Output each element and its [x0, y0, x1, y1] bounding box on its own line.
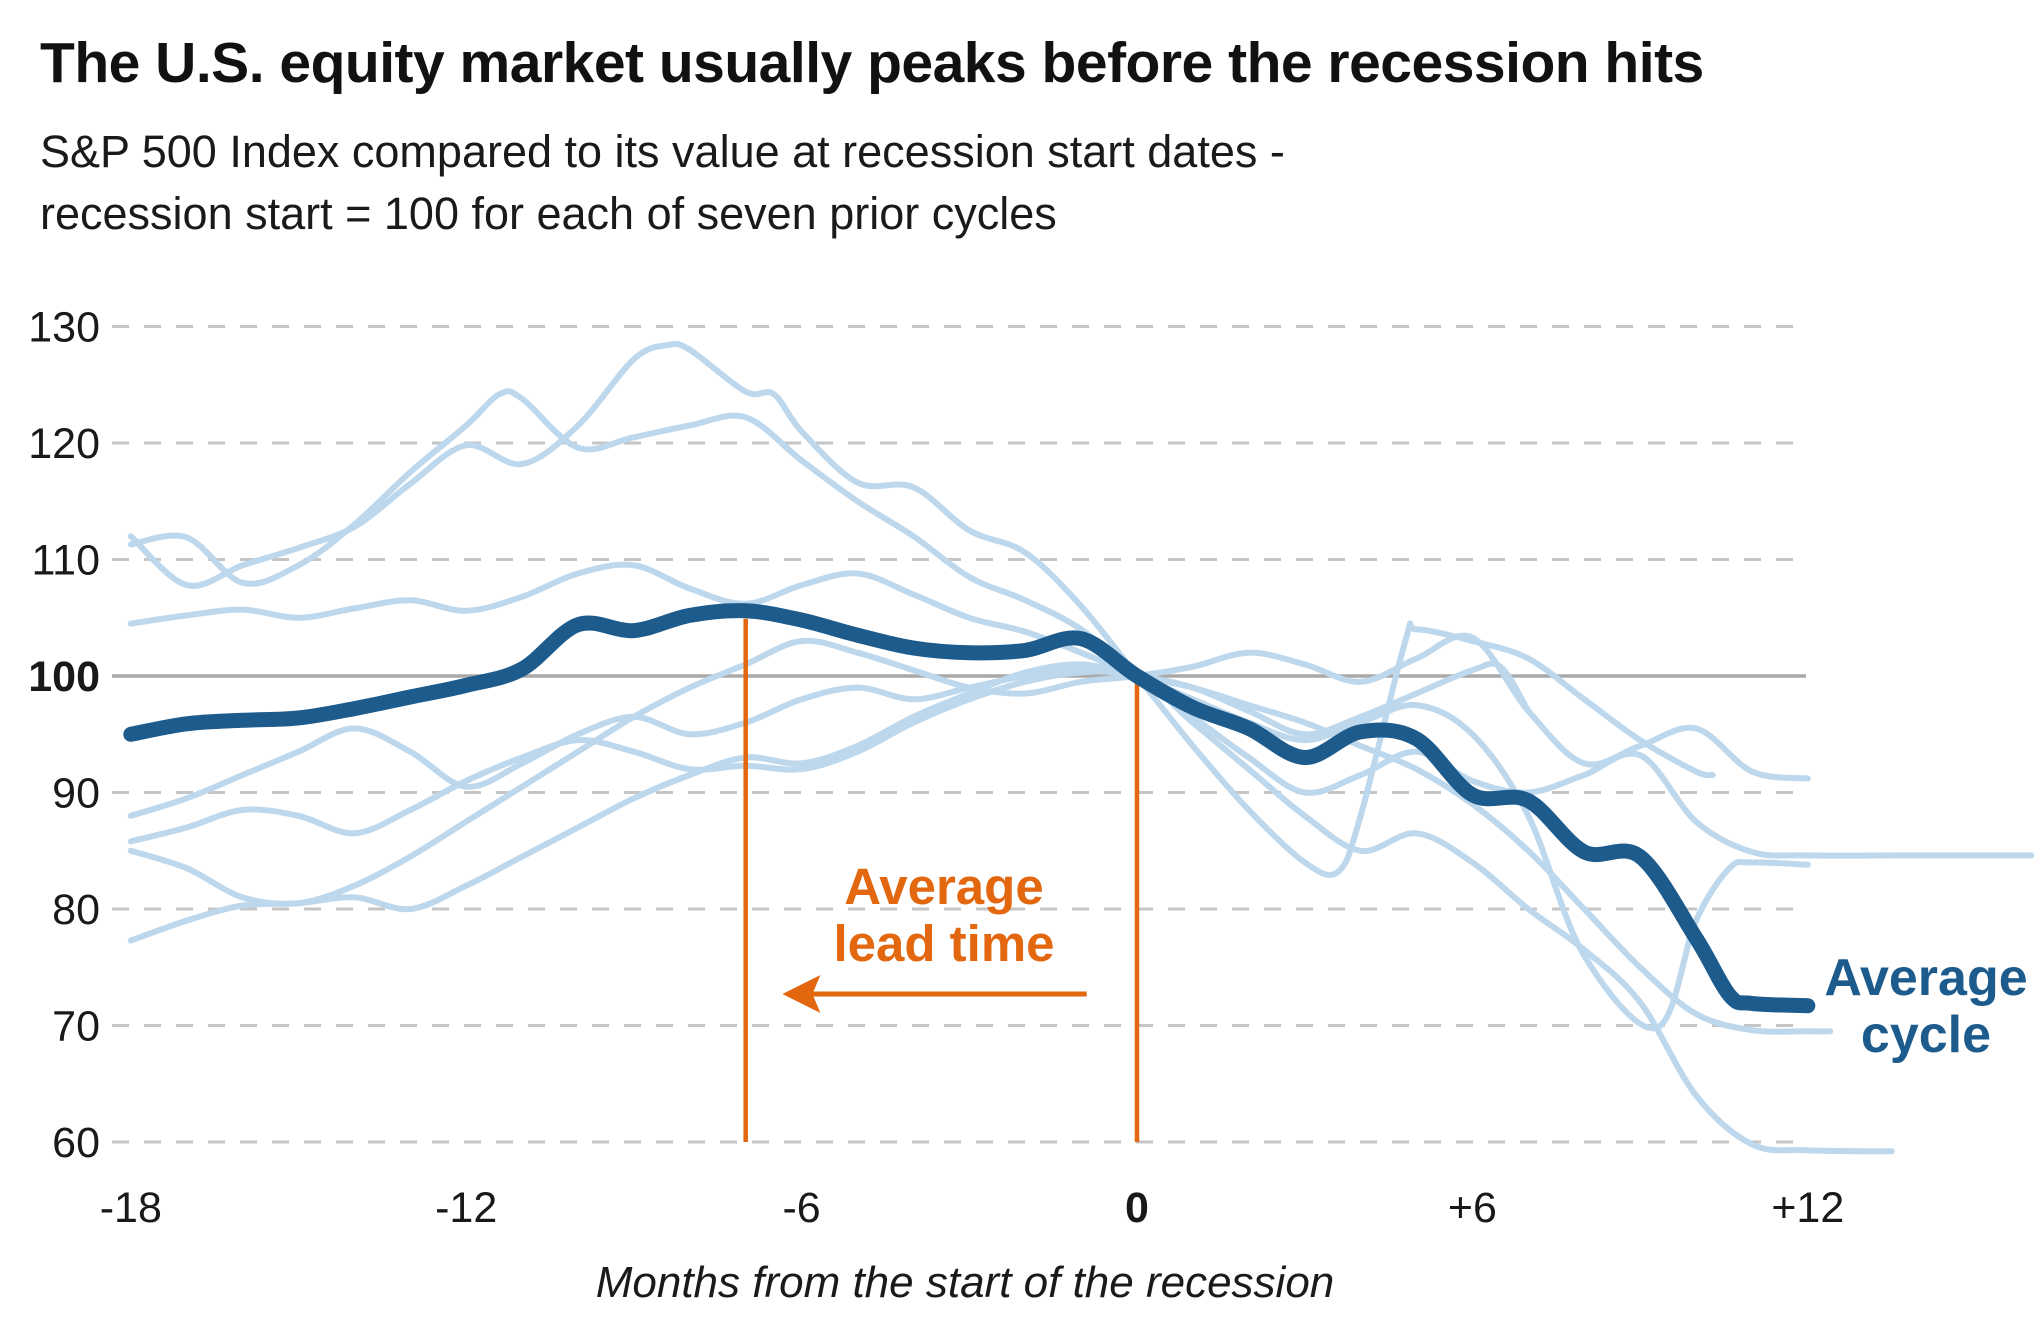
x-tick-label: +6 [1448, 1184, 1497, 1232]
lead-time-arrow-head [782, 975, 821, 1014]
y-tick-label: 60 [52, 1119, 100, 1167]
cycle-line [127, 388, 2035, 859]
x-tick-label: -18 [100, 1184, 162, 1232]
x-tick-label: -6 [782, 1184, 820, 1232]
x-tick-label: -12 [435, 1184, 497, 1232]
x-tick-label: 0 [1125, 1184, 1149, 1232]
average-cycle-line [123, 603, 1816, 1014]
chart-subtitle-line-1: S&P 500 Index compared to its value at r… [40, 126, 1285, 177]
average-cycle-label-line-2: cycle [1860, 1006, 1992, 1064]
chart-title: The U.S. equity market usually peaks bef… [40, 31, 1704, 95]
y-tick-label: 130 [28, 304, 100, 352]
x-axis-title: Months from the start of the recession [595, 1258, 1335, 1307]
y-tick-label: 100 [28, 653, 100, 701]
cycle-line [127, 632, 1811, 907]
average-lead-time-label: Average lead time [744, 858, 1144, 972]
y-tick-label: 90 [52, 770, 100, 818]
cycle-line [127, 667, 1895, 1155]
cycle-line [127, 660, 1532, 819]
y-tick-label: 80 [52, 886, 100, 934]
average-lead-time-label-line-1: Average [844, 858, 1044, 915]
cycle-line [127, 340, 1716, 878]
y-tick-label: 70 [52, 1003, 100, 1051]
y-tick-label: 120 [28, 420, 100, 468]
x-tick-label: +12 [1771, 1184, 1844, 1232]
cycle-line [127, 561, 1811, 1032]
average-lead-time-label-line-2: lead time [833, 915, 1055, 972]
y-tick-label: 110 [31, 537, 100, 585]
chart-subtitle-line-2: recession start = 100 for each of seven … [40, 188, 1057, 239]
average-cycle-label-line-1: Average [1824, 949, 2028, 1007]
cycle-line [127, 661, 1834, 1035]
average-cycle-label: Average cycle [1776, 950, 2036, 1064]
